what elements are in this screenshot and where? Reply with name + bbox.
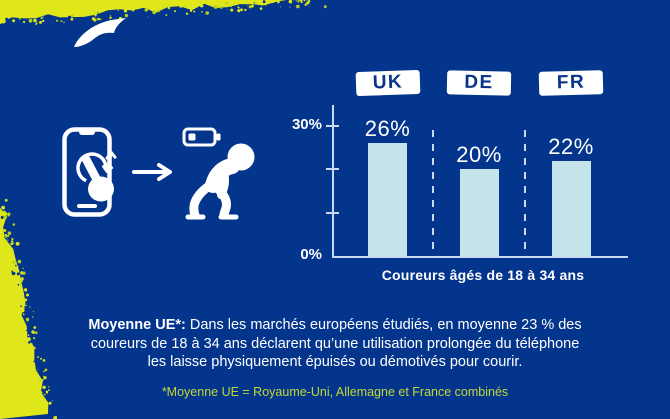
finger (81, 154, 102, 185)
phone-icon (62, 127, 112, 217)
phone-home-bar (77, 204, 97, 208)
y-axis-tick-label: 0% (300, 246, 322, 263)
y-axis-tick (326, 168, 339, 171)
x-axis-baseline (332, 256, 628, 258)
category-separator (524, 130, 526, 256)
bar-value-label: 26% (364, 116, 411, 142)
footnote-text: *Moyenne UE = Royaume-Uni, Allemagne et … (161, 385, 509, 399)
caption-line-1: Moyenne UE*: Dans les marchés européens … (88, 317, 582, 333)
brooks-logo-icon (74, 18, 126, 47)
bar-fr (551, 160, 591, 256)
bar-value-label: 20% (456, 142, 502, 168)
caption-line-3: les laisse physiquement épuisés ou démot… (147, 354, 523, 370)
country-chip-fr: FR (538, 70, 604, 96)
country-chip-de: DE (446, 70, 512, 96)
low-battery-icon (182, 127, 221, 147)
bar-value-label: 22% (548, 133, 594, 159)
bar-de (459, 169, 499, 256)
caption-line-2: coureurs de 18 à 34 ans déclarent qu’une… (90, 335, 580, 352)
caption-lead: Moyenne UE*: (88, 317, 186, 333)
scroll-arrows-icon (102, 151, 117, 174)
tap-hand-icon (76, 151, 117, 202)
y-axis (332, 105, 334, 258)
fist (88, 176, 114, 202)
x-axis-label: Coureurs âgés de 18 à 34 ans (381, 267, 585, 283)
bar-uk (368, 143, 407, 256)
category-separator (432, 130, 435, 256)
country-chip-uk: UK (355, 69, 420, 97)
y-axis-tick (326, 211, 339, 214)
caption-text: Moyenne UE*: Dans les marchés européens … (45, 316, 625, 372)
phone-notch (79, 129, 95, 135)
exhausted-runner-icon (185, 143, 255, 220)
y-axis-tick-label: 30% (291, 116, 322, 133)
y-axis-tick (326, 125, 339, 127)
arrow-right-icon (132, 163, 172, 181)
